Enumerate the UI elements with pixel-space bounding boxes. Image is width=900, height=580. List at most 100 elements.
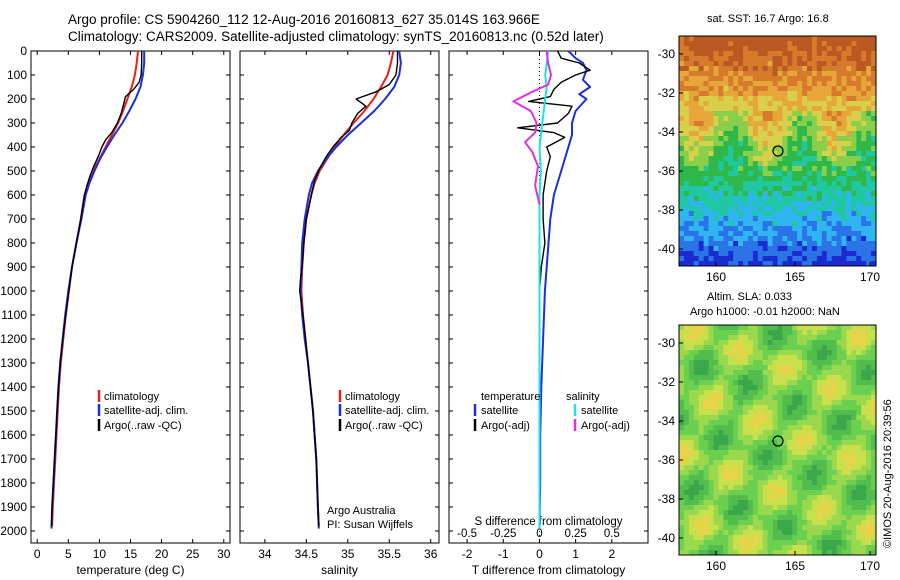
sst-cell [718,91,724,97]
sla-cell [679,495,685,501]
sst-cell [708,186,714,192]
sla-cell [752,495,759,501]
sla-cell [811,350,818,356]
sla-cell [698,360,704,366]
sst-cell [836,251,842,257]
sla-cell [851,325,857,331]
sst-cell [807,171,813,177]
sla-cell [743,510,749,516]
sla-cell [728,450,734,456]
sst-cell [782,56,788,62]
sla-cell [777,545,783,551]
sla-cell [738,535,744,541]
sla-cell [871,470,877,476]
sst-cell [723,81,729,87]
sst-cell [772,251,778,257]
sla-cell [693,430,699,436]
sst-cell [871,51,877,57]
sla-cell [693,325,699,331]
sla-cell [846,440,852,446]
sla-cell [792,435,798,441]
sla-cell [846,535,852,541]
sst-cell [782,91,788,97]
sst-cell [821,76,828,82]
sla-cell [713,380,719,386]
sst-cell [816,176,823,182]
x-axis-label: temperature (deg C) [76,563,184,577]
sla-cell [816,390,823,396]
sla-cell [826,500,832,506]
sla-cell [797,360,803,366]
sst-cell [846,231,852,237]
sla-cell [772,465,778,471]
sla-cell [797,460,803,466]
sst-cell [688,66,695,72]
sst-cell [856,196,862,202]
sla-cell [816,490,823,496]
sla-cell [757,540,764,546]
sst-cell [831,96,837,102]
sst-cell [871,236,877,242]
sla-cell [679,460,685,466]
sla-cell [836,500,842,506]
sst-cell [679,66,685,72]
sst-cell [698,241,704,247]
sst-cell [802,201,808,207]
sla-cell [856,380,862,386]
sst-cell [688,176,695,182]
sla-cell [792,350,798,356]
sla-cell [787,355,793,361]
x-tick-label: 15 [124,547,138,561]
sst-cell [856,201,862,207]
sla-cell [866,375,872,381]
sla-cell [792,375,798,381]
sla-cell [866,410,872,416]
legend-temp-climatology: climatology [104,391,160,403]
sla-cell [802,360,808,366]
sst-cell [679,141,685,147]
sla-cell [693,335,699,341]
sst-cell [846,41,852,47]
sst-cell [728,111,734,117]
sla-cell [826,390,832,396]
sst-cell [688,171,695,177]
sst-cell [866,146,872,152]
sst-cell [792,76,798,82]
sla-cell [777,535,783,541]
x-tick-label: 36 [424,547,438,561]
sst-cell [679,61,685,67]
map-lat-label: -38 [658,492,676,506]
y-tick-label: 300 [7,116,27,130]
sla-cell [846,490,852,496]
sst-cell [866,201,872,207]
sla-cell [802,535,808,541]
sst-cell [728,241,734,247]
sst-cell [816,161,823,167]
sst-cell [743,161,749,167]
sla-cell [777,510,783,516]
sst-cell [733,216,739,222]
sst-cell [816,186,823,192]
sst-cell [797,226,803,232]
sst-cell [733,36,739,42]
sla-cell [728,545,734,551]
sst-cell [841,241,847,247]
sla-cell [797,420,803,426]
sst-cell [708,126,714,132]
sst-cell [871,241,877,247]
sla-cell [757,330,764,336]
sst-cell [683,241,690,247]
sla-cell [802,365,808,371]
sst-cell [811,56,818,62]
sla-cell [693,400,699,406]
sla-cell [703,525,709,531]
sst-cell [693,196,699,202]
sla-cell [807,410,813,416]
sst-cell [792,221,798,227]
sla-cell [767,335,773,341]
sla-cell [752,490,759,496]
sla-cell [698,410,704,416]
sla-cell [747,550,754,556]
sst-cell [846,136,852,142]
sla-cell [698,340,704,346]
